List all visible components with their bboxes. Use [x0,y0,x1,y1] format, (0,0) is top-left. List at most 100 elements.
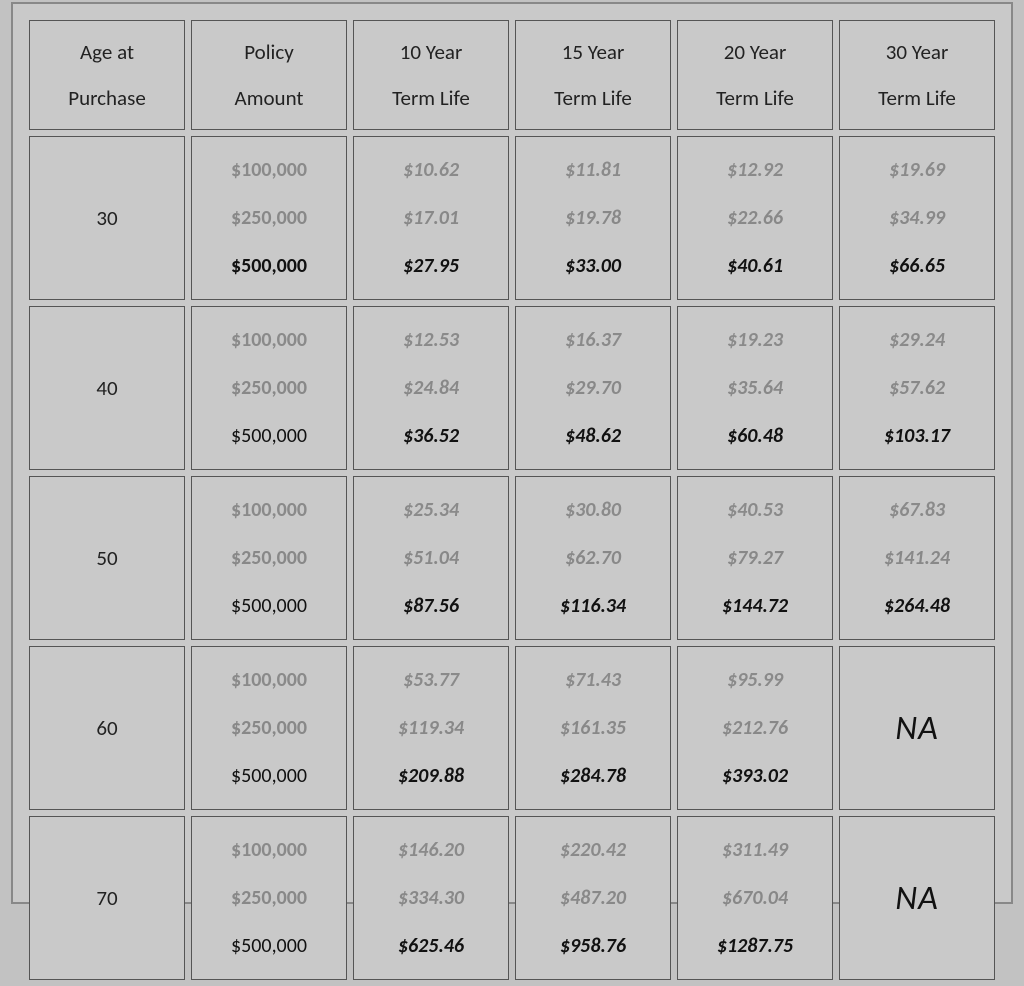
rate-value: $19.78 [520,194,666,242]
rate-value: $51.04 [358,534,504,582]
rate-value: $284.78 [520,752,666,800]
rate-value: $60.48 [682,412,828,460]
amount-500k: $500,000 [196,582,342,630]
policy-amount-cell: $100,000 $250,000 $500,000 [191,306,347,470]
rate-value: $119.34 [358,704,504,752]
table-row: 60 $100,000 $250,000 $500,000 $53.77 $11… [29,646,995,810]
header-line2: Term Life [878,85,956,111]
amount-250k: $250,000 [196,874,342,922]
age-cell: 70 [29,816,185,980]
rate-cell-30yr: $29.24 $57.62 $103.17 [839,306,995,470]
header-line2: Purchase [68,85,146,111]
header-line2: Amount [235,85,304,111]
rate-value: $66.65 [844,242,990,290]
rate-value: $116.34 [520,582,666,630]
rate-cell-15yr: $16.37 $29.70 $48.62 [515,306,671,470]
rate-cell-20yr: $311.49 $670.04 $1287.75 [677,816,833,980]
rate-value: $29.70 [520,364,666,412]
rate-value: $141.24 [844,534,990,582]
rate-value: $161.35 [520,704,666,752]
rate-value: $209.88 [358,752,504,800]
table-header-row: Age at Purchase Policy Amount 10 Year Te… [29,20,995,130]
rate-value: $79.27 [682,534,828,582]
amount-100k: $100,000 [196,146,342,194]
rate-value: $670.04 [682,874,828,922]
column-header-age: Age at Purchase [29,20,185,130]
age-cell: 40 [29,306,185,470]
rate-value: $311.49 [682,826,828,874]
column-header-30yr: 30 Year Term Life [839,20,995,130]
amount-100k: $100,000 [196,316,342,364]
age-cell: 30 [29,136,185,300]
amount-100k: $100,000 [196,486,342,534]
policy-amount-cell: $100,000 $250,000 $500,000 [191,476,347,640]
rate-cell-20yr: $19.23 $35.64 $60.48 [677,306,833,470]
rate-cell-10yr: $12.53 $24.84 $36.52 [353,306,509,470]
table-frame: Age at Purchase Policy Amount 10 Year Te… [11,2,1013,904]
header-line1: 20 Year [724,39,787,65]
column-header-20yr: 20 Year Term Life [677,20,833,130]
header-line1: Age at [80,39,134,65]
rate-cell-30yr-na: NA [839,816,995,980]
header-line2: Term Life [554,85,632,111]
rate-cell-15yr: $11.81 $19.78 $33.00 [515,136,671,300]
rate-cell-10yr: $146.20 $334.30 $625.46 [353,816,509,980]
rate-value: $33.00 [520,242,666,290]
amount-100k: $100,000 [196,656,342,704]
policy-amount-cell: $100,000 $250,000 $500,000 [191,816,347,980]
age-cell: 60 [29,646,185,810]
column-header-policy-amount: Policy Amount [191,20,347,130]
rate-cell-15yr: $30.80 $62.70 $116.34 [515,476,671,640]
rate-cell-10yr: $53.77 $119.34 $209.88 [353,646,509,810]
rate-value: $19.23 [682,316,828,364]
rate-value: $11.81 [520,146,666,194]
rate-value: $144.72 [682,582,828,630]
rate-value: $220.42 [520,826,666,874]
rate-value: $103.17 [844,412,990,460]
table-body: 30 $100,000 $250,000 $500,000 $10.62 $17… [29,136,995,980]
rate-value: $10.62 [358,146,504,194]
rate-value: $67.83 [844,486,990,534]
rate-value: $71.43 [520,656,666,704]
rate-cell-30yr: $67.83 $141.24 $264.48 [839,476,995,640]
rate-cell-10yr: $25.34 $51.04 $87.56 [353,476,509,640]
table-row: 70 $100,000 $250,000 $500,000 $146.20 $3… [29,816,995,980]
rate-value: $334.30 [358,874,504,922]
amount-100k: $100,000 [196,826,342,874]
header-line2: Term Life [392,85,470,111]
rate-value: $40.61 [682,242,828,290]
rate-value: $62.70 [520,534,666,582]
rate-value: $487.20 [520,874,666,922]
table-row: 50 $100,000 $250,000 $500,000 $25.34 $51… [29,476,995,640]
rate-value: $87.56 [358,582,504,630]
rate-value: $27.95 [358,242,504,290]
rate-value: $12.92 [682,146,828,194]
rate-value: $264.48 [844,582,990,630]
rate-cell-30yr-na: NA [839,646,995,810]
policy-amount-cell: $100,000 $250,000 $500,000 [191,136,347,300]
header-line1: 15 Year [562,39,625,65]
rate-value: $24.84 [358,364,504,412]
rate-value: $57.62 [844,364,990,412]
rate-value: $625.46 [358,922,504,970]
rate-value: $212.76 [682,704,828,752]
rate-cell-15yr: $71.43 $161.35 $284.78 [515,646,671,810]
rate-value: $12.53 [358,316,504,364]
rate-value: $29.24 [844,316,990,364]
rate-value: $19.69 [844,146,990,194]
rate-cell-20yr: $40.53 $79.27 $144.72 [677,476,833,640]
header-line1: 10 Year [400,39,463,65]
column-header-15yr: 15 Year Term Life [515,20,671,130]
rate-value: $17.01 [358,194,504,242]
rate-value: $16.37 [520,316,666,364]
rate-value: $958.76 [520,922,666,970]
amount-500k: $500,000 [196,412,342,460]
rate-value: $35.64 [682,364,828,412]
rate-value: $34.99 [844,194,990,242]
rate-value: $30.80 [520,486,666,534]
amount-250k: $250,000 [196,704,342,752]
rate-value: $40.53 [682,486,828,534]
header-line1: Policy [244,39,294,65]
age-cell: 50 [29,476,185,640]
rate-value: $393.02 [682,752,828,800]
